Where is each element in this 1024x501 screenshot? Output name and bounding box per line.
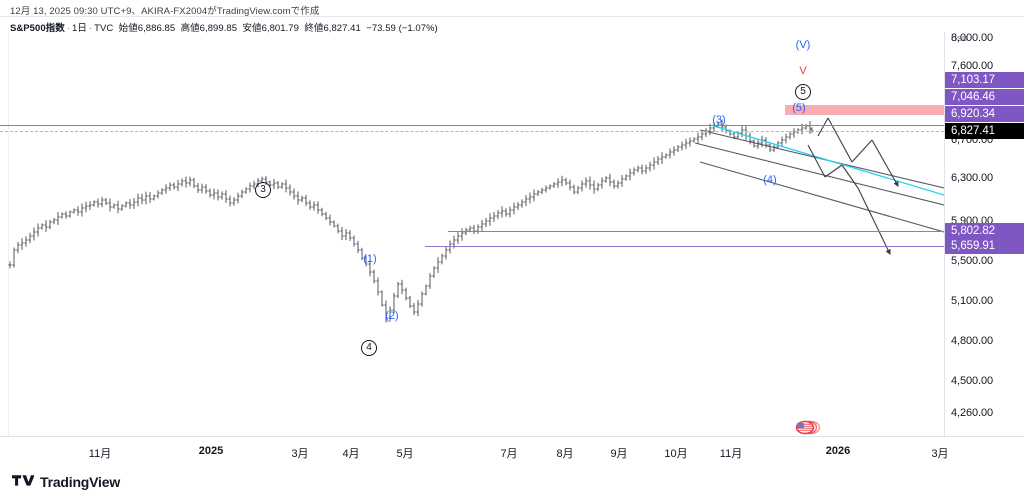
header-divider: [0, 16, 1024, 17]
time-tick-7: 9月: [610, 448, 628, 460]
high-label: 高値: [180, 23, 200, 34]
level-5659-line[interactable]: [425, 246, 944, 247]
projection-path-b-seg0[interactable]: [807, 144, 826, 178]
symbol-name[interactable]: S&P500指数: [10, 23, 65, 34]
projection-path-b-seg1[interactable]: [824, 164, 843, 178]
time-tick-0: 11月: [88, 448, 112, 460]
price-tick-426000: 4,260.00: [951, 407, 994, 419]
projection-path-b-seg3[interactable]: [857, 187, 891, 255]
close-label: 終値: [304, 23, 324, 34]
time-tick-1: 2025: [198, 445, 224, 457]
time-tick-10: 2026: [825, 445, 851, 457]
high-value: 6,899.85: [199, 23, 238, 34]
price-tick-800000: 8,000.00: [951, 32, 994, 44]
price-badge-580282[interactable]: 5,802.82: [945, 223, 1024, 239]
supply-zone[interactable]: [785, 105, 944, 115]
wave-label-4-5[interactable]: (4): [763, 174, 777, 186]
trendline-cyan[interactable]: [713, 125, 944, 196]
tradingview-logo-icon: [12, 475, 34, 486]
wave-label-5-2[interactable]: 5: [795, 84, 811, 100]
currency-label: USD: [951, 34, 968, 43]
price-tick-510000: 5,100.00: [951, 295, 994, 307]
chart-pane[interactable]: (V) V 5 (5) (3) (4) 3 (1) (2) 4: [0, 32, 944, 436]
last-price-line[interactable]: [0, 131, 944, 132]
price-badge-682741[interactable]: 6,827.41: [945, 123, 1024, 139]
wave-label-V-0[interactable]: (V): [795, 39, 811, 51]
price-scale[interactable]: USD 8,000.00 7,600.00 6,700.00 6,300.00 5,90…: [944, 32, 1024, 436]
time-tick-3: 4月: [342, 448, 360, 460]
projection-path-a-seg2[interactable]: [851, 139, 873, 163]
tradingview-logo: TradingView: [12, 474, 120, 490]
tradingview-logo-text: TradingView: [40, 474, 121, 490]
projection-path-b-seg2[interactable]: [841, 164, 859, 189]
low-label: 安値: [242, 23, 262, 34]
wave-label-V-1[interactable]: V: [799, 65, 807, 77]
level-6920-line[interactable]: [0, 125, 944, 126]
price-tick-760000: 7,600.00: [951, 60, 994, 72]
price-tick-630000: 6,300.00: [951, 172, 994, 184]
time-tick-2: 3月: [291, 448, 309, 460]
price-badge-710317[interactable]: 7,103.17: [945, 72, 1024, 88]
change-value: −73.59: [366, 23, 396, 34]
low-value: 6,801.79: [261, 23, 299, 34]
projection-path-a-seg3[interactable]: [871, 139, 899, 187]
time-tick-5: 7月: [500, 448, 518, 460]
price-tick-550000: 5,500.00: [951, 255, 994, 267]
us-economic-event-icon[interactable]: [795, 420, 821, 440]
channel-line-mid[interactable]: [694, 142, 944, 206]
symbol-interval[interactable]: 1日: [72, 23, 87, 34]
symbol-exchange[interactable]: TVC: [94, 23, 114, 34]
wave-label-1-7[interactable]: (1): [363, 253, 377, 265]
open-label: 始値: [118, 23, 138, 34]
symbol-info-bar: S&P500指数 · 1日 · TVC 始値6,886.85 高値6,899.85 安値…: [10, 23, 438, 34]
price-tick-450000: 4,500.00: [951, 375, 994, 387]
chart-credit-line: 12月 13, 2025 09:30 UTC+9、AKIRA-FX2004がTr…: [10, 6, 320, 17]
time-tick-9: 11月: [719, 448, 743, 460]
level-5802-line[interactable]: [448, 231, 944, 232]
change-percent: (−1.07%): [398, 23, 438, 34]
open-value: 6,886.85: [137, 23, 176, 34]
price-badge-704646[interactable]: 7,046.46: [945, 89, 1024, 105]
projection-path-a-seg0[interactable]: [817, 117, 829, 137]
time-scale[interactable]: 11月 2025 3月 4月 5月 7月 8月 9月 10月 11月 2026 3月: [0, 420, 1024, 466]
price-badge-565991[interactable]: 5,659.91: [945, 238, 1024, 254]
time-tick-4: 5月: [396, 448, 414, 460]
price-bar-series: [8, 119, 814, 323]
wave-label-2-8[interactable]: (2): [385, 310, 399, 322]
wave-label-3-6[interactable]: 3: [255, 182, 271, 198]
wave-label-5-3[interactable]: (5): [792, 102, 806, 114]
chart-drawing-layer: [8, 117, 944, 323]
channel-line-lower[interactable]: [699, 161, 944, 233]
time-tick-11: 3月: [931, 448, 949, 460]
close-value: 6,827.41: [323, 23, 361, 34]
wave-label-3-4[interactable]: (3): [712, 114, 726, 126]
time-tick-6: 8月: [556, 448, 574, 460]
price-tick-480000: 4,800.00: [951, 335, 994, 347]
price-badge-692034[interactable]: 6,920.34: [945, 106, 1024, 122]
pane-left-edge: [8, 32, 9, 436]
time-tick-8: 10月: [664, 448, 688, 460]
wave-label-4-9[interactable]: 4: [361, 340, 377, 356]
